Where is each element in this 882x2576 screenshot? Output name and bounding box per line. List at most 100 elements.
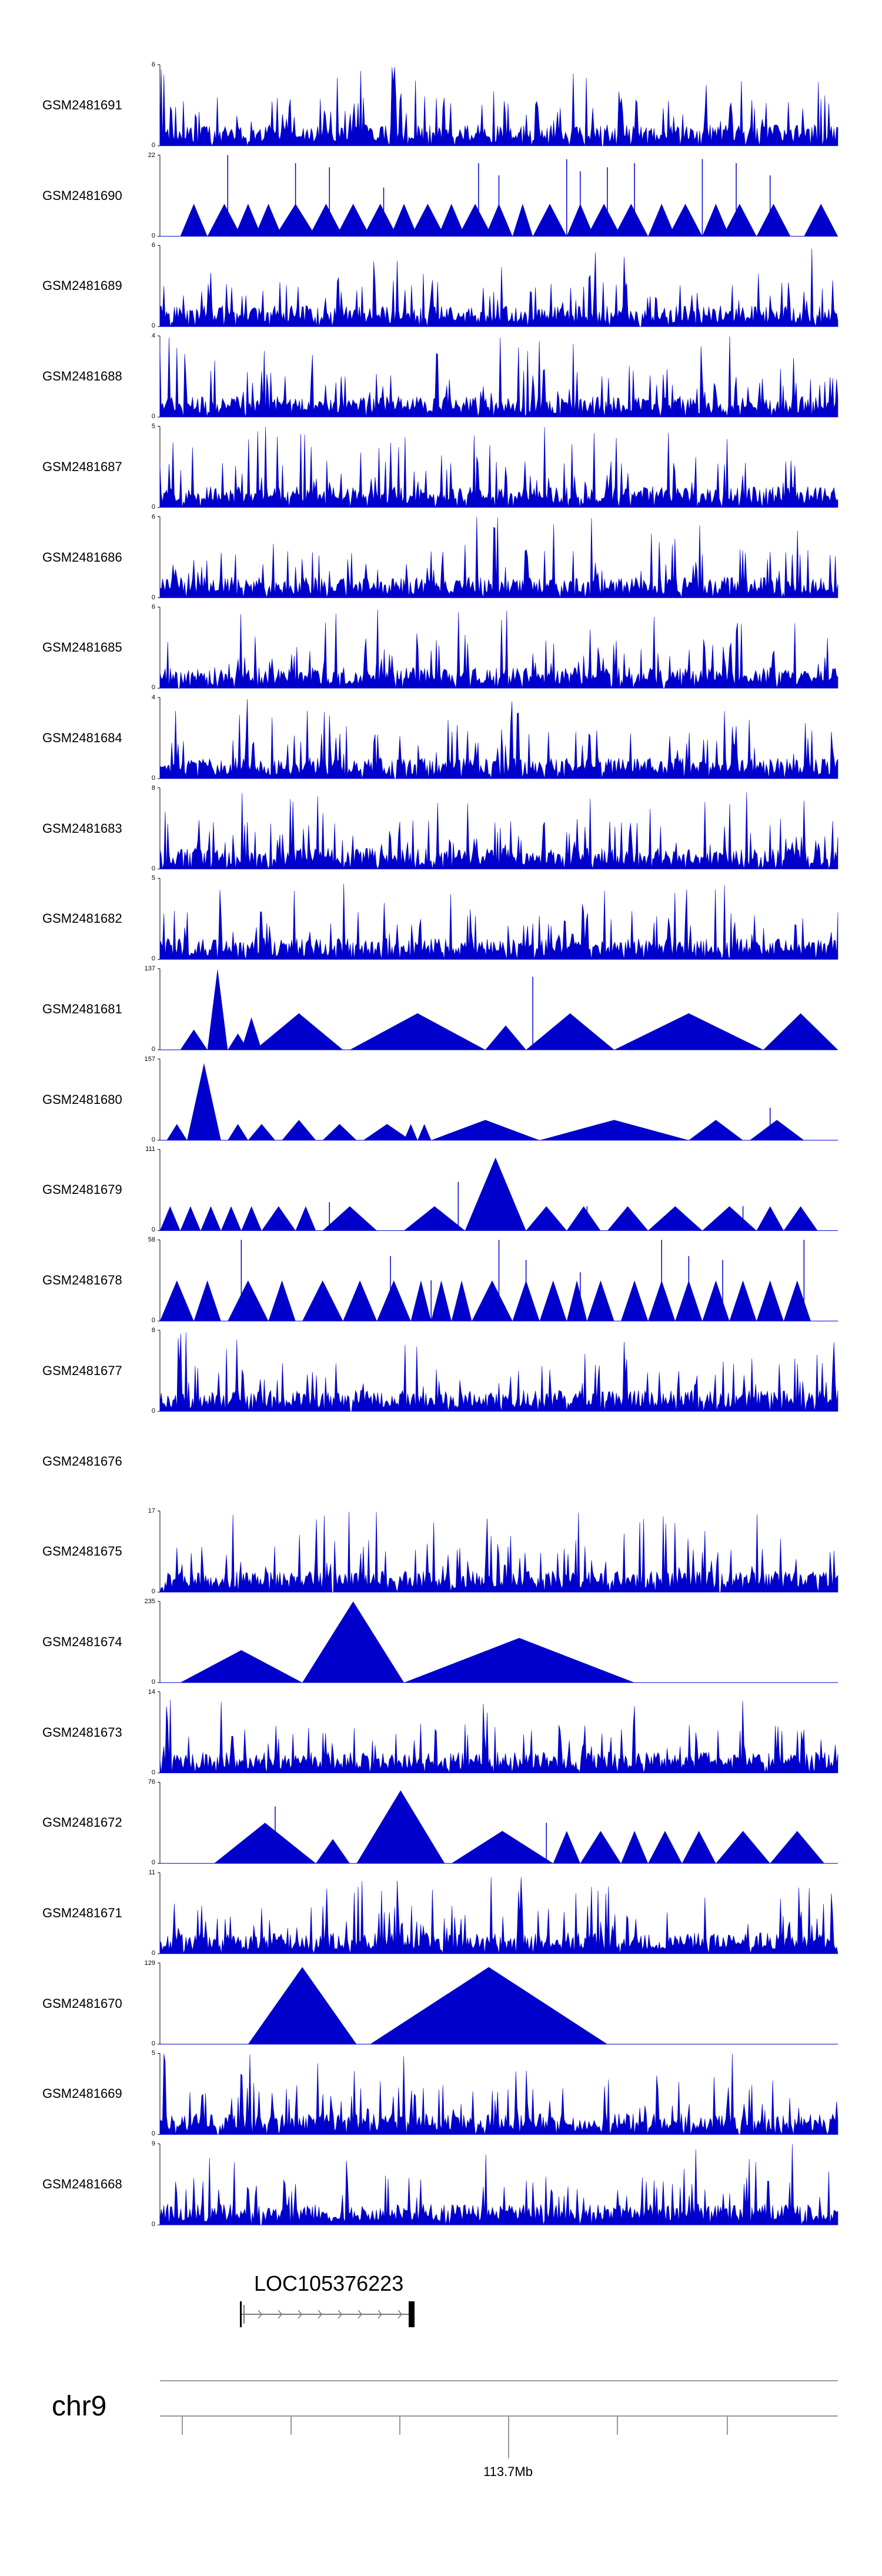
track-GSM2481668 [158,2143,838,2225]
y-min-tick-label: 0 [151,2130,155,2138]
y-max-tick-label: 111 [145,1146,155,1153]
y-max-tick-label: 22 [148,151,155,159]
gene-model[interactable] [240,2301,415,2327]
coverage-peak [316,1838,350,1864]
y-max-tick-label: 9 [151,2140,155,2148]
coverage-peak [587,1280,614,1322]
y-max-tick-label: 4 [151,693,155,701]
track-GSM2481680 [158,1059,838,1141]
coverage-peak [201,1206,221,1231]
coverage-peak [465,1157,526,1231]
track-label: GSM2481671 [42,1906,122,1920]
coverage-peak [804,203,838,236]
coverage-area [159,883,838,960]
y-max-tick-label: 76 [148,1778,155,1786]
gene-exon [240,2301,242,2327]
y-min-tick-label: 0 [151,1136,155,1143]
y-min-tick-label: 0 [151,142,155,149]
y-min-tick-label: 0 [151,1859,155,1867]
coverage-peak [702,1280,730,1322]
coverage-peak [417,1124,432,1140]
track-GSM2481689 [158,245,838,327]
y-max-tick-label: 6 [151,242,155,249]
y-max-tick-label: 5 [151,875,155,882]
coverage-peak [756,1206,784,1231]
coverage-peak [180,1650,303,1683]
track-label: GSM2481674 [42,1634,122,1649]
coverage-peak [750,1120,804,1140]
coverage-peak [621,1831,649,1864]
coverage-peak [180,1029,208,1050]
coverage-peak [783,1280,811,1322]
gene-strand-arrow [377,2310,382,2319]
coverage-peak [614,1013,764,1050]
coverage-peak [255,1013,343,1050]
y-max-tick-label: 157 [144,1055,155,1063]
track-GSM2481678 [158,1239,838,1322]
coverage-peak [681,1831,716,1864]
y-min-tick-label: 0 [151,1769,155,1776]
coverage-peak [390,203,418,236]
coverage-peak [458,203,492,236]
coverage-peak [349,1013,486,1050]
gene-label[interactable]: LOC105376223 [254,2271,404,2295]
y-min-tick-label: 0 [151,774,155,782]
coverage-peak [241,1017,262,1050]
coverage-peak [566,1206,601,1231]
y-max-tick-label: 129 [144,1959,155,1967]
coverage-peak [689,1120,743,1140]
coverage-peak [363,1124,411,1140]
coverage-peak [282,1120,316,1140]
coverage-peak [431,1120,540,1140]
coverage-peak [783,1206,818,1231]
coverage-peak [553,1831,580,1864]
track-label: GSM2481686 [42,549,122,565]
track-label: GSM2481691 [42,98,122,112]
y-min-tick-label: 0 [151,1407,155,1414]
chromosome-label: chr9 [52,2391,107,2422]
track-label: GSM2481672 [42,1815,122,1830]
y-min-tick-label: 0 [151,413,155,421]
track-GSM2481679 [158,1149,838,1231]
coverage-peak [614,203,649,236]
track-GSM2481671 [158,1872,838,1954]
y-max-tick-label: 17 [148,1507,155,1515]
y-min-tick-label: 0 [151,503,155,510]
coverage-area [159,1511,838,1593]
coverage-peak [356,1790,445,1864]
y-max-tick-label: 11 [148,1869,155,1876]
coverage-area [159,248,838,327]
track-label: GSM2481678 [42,1273,122,1288]
coverage-peak [295,1206,316,1231]
coverage-area [159,1877,838,1954]
coverage-area [159,66,838,147]
coverage-peak [566,1280,587,1322]
coverage-peak [404,1206,465,1231]
coverage-peak [410,1280,432,1322]
y-min-tick-label: 0 [151,1226,155,1234]
coverage-peak [255,203,282,236]
coverage-peak [404,1124,418,1140]
coverage-peak [702,203,730,236]
coverage-peak [716,1831,770,1864]
y-min-tick-label: 0 [151,593,155,601]
coverage-peak [526,1013,614,1050]
coverage-peak [261,1206,296,1231]
coverage-peak [180,1206,201,1231]
track-label: GSM2481673 [42,1724,122,1740]
y-min-tick-label: 0 [151,2040,155,2047]
coverage-peak [234,203,262,236]
coverage-peak [160,1206,181,1231]
coverage-peak [207,969,228,1050]
y-max-tick-label: 5 [151,422,155,430]
coverage-peak [526,1206,567,1231]
coverage-peak [207,203,242,236]
coverage-area [159,336,838,418]
track-label: GSM2481681 [42,1002,122,1016]
coverage-peak [756,1280,784,1322]
y-max-tick-label: 58 [148,1236,155,1244]
coverage-peak [512,203,533,236]
track-GSM2481691 [158,64,838,147]
y-max-tick-label: 8 [151,784,155,792]
